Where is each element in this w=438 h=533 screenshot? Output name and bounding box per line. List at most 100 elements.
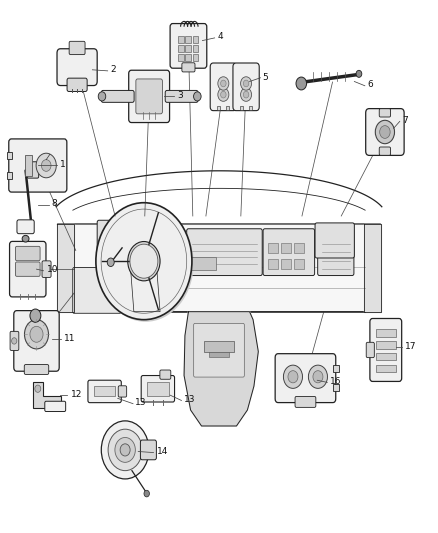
- Circle shape: [42, 160, 51, 171]
- Text: 13: 13: [135, 398, 147, 407]
- Circle shape: [194, 92, 201, 101]
- FancyBboxPatch shape: [118, 386, 127, 397]
- Text: 11: 11: [64, 334, 75, 343]
- Text: 7: 7: [403, 116, 408, 125]
- Bar: [193, 54, 198, 61]
- Circle shape: [25, 320, 49, 349]
- Bar: [333, 384, 339, 391]
- FancyBboxPatch shape: [136, 79, 162, 114]
- FancyBboxPatch shape: [69, 42, 85, 54]
- Circle shape: [221, 80, 226, 87]
- Polygon shape: [364, 224, 381, 312]
- FancyBboxPatch shape: [210, 63, 237, 111]
- Bar: [376, 365, 396, 372]
- Text: 3: 3: [177, 91, 183, 100]
- FancyBboxPatch shape: [97, 220, 140, 255]
- Circle shape: [244, 80, 249, 87]
- FancyBboxPatch shape: [379, 147, 391, 155]
- Text: 5: 5: [263, 72, 268, 82]
- Ellipse shape: [22, 236, 29, 242]
- FancyBboxPatch shape: [263, 229, 314, 276]
- FancyBboxPatch shape: [67, 78, 87, 92]
- Bar: [376, 353, 396, 360]
- Circle shape: [283, 365, 303, 389]
- FancyBboxPatch shape: [165, 91, 198, 102]
- FancyBboxPatch shape: [318, 229, 354, 276]
- FancyBboxPatch shape: [45, 401, 66, 411]
- FancyBboxPatch shape: [17, 220, 34, 233]
- FancyBboxPatch shape: [379, 109, 391, 117]
- Bar: [193, 36, 198, 43]
- Circle shape: [120, 228, 135, 247]
- Circle shape: [380, 126, 390, 139]
- FancyBboxPatch shape: [170, 23, 207, 68]
- Circle shape: [240, 77, 251, 90]
- Text: 2: 2: [111, 66, 117, 74]
- Circle shape: [144, 490, 149, 497]
- Bar: [178, 36, 184, 43]
- Bar: [132, 256, 145, 264]
- Bar: [178, 54, 184, 61]
- Text: 10: 10: [46, 265, 58, 274]
- FancyBboxPatch shape: [315, 223, 354, 258]
- FancyBboxPatch shape: [10, 241, 46, 297]
- Bar: [249, 106, 252, 110]
- FancyBboxPatch shape: [233, 63, 259, 111]
- Bar: [147, 382, 169, 396]
- FancyBboxPatch shape: [366, 109, 404, 156]
- FancyBboxPatch shape: [194, 324, 244, 377]
- Circle shape: [288, 370, 298, 383]
- Circle shape: [36, 153, 57, 178]
- FancyBboxPatch shape: [88, 380, 121, 402]
- Circle shape: [128, 241, 160, 281]
- FancyBboxPatch shape: [57, 49, 97, 85]
- Circle shape: [356, 70, 362, 77]
- Circle shape: [244, 91, 249, 98]
- Circle shape: [296, 77, 307, 90]
- FancyBboxPatch shape: [9, 139, 67, 192]
- Bar: [25, 155, 32, 176]
- Circle shape: [104, 228, 120, 247]
- Polygon shape: [184, 312, 258, 426]
- Bar: [294, 259, 304, 269]
- Polygon shape: [33, 382, 61, 408]
- FancyBboxPatch shape: [370, 319, 402, 382]
- FancyBboxPatch shape: [15, 262, 40, 276]
- Bar: [268, 259, 278, 269]
- Bar: [204, 341, 234, 352]
- Circle shape: [30, 326, 43, 342]
- Bar: [333, 365, 339, 372]
- Circle shape: [313, 370, 323, 383]
- Circle shape: [98, 205, 194, 322]
- Bar: [209, 352, 229, 357]
- Circle shape: [120, 444, 130, 456]
- Polygon shape: [57, 224, 74, 312]
- FancyBboxPatch shape: [160, 370, 171, 379]
- Bar: [185, 54, 191, 61]
- Circle shape: [218, 77, 229, 90]
- Bar: [281, 243, 290, 253]
- Circle shape: [375, 120, 395, 144]
- Text: 6: 6: [367, 80, 373, 89]
- FancyBboxPatch shape: [24, 365, 49, 374]
- Bar: [376, 341, 396, 349]
- Text: 8: 8: [52, 199, 57, 208]
- FancyBboxPatch shape: [141, 376, 175, 402]
- Text: 17: 17: [405, 342, 417, 351]
- Circle shape: [30, 309, 41, 322]
- Text: 1: 1: [60, 160, 66, 169]
- Text: 12: 12: [71, 390, 82, 399]
- Circle shape: [101, 421, 149, 479]
- Bar: [294, 243, 304, 253]
- FancyBboxPatch shape: [42, 261, 51, 278]
- Bar: [94, 386, 115, 397]
- Circle shape: [221, 91, 226, 98]
- Circle shape: [12, 338, 17, 344]
- FancyBboxPatch shape: [366, 342, 374, 358]
- Bar: [226, 106, 230, 110]
- FancyBboxPatch shape: [27, 162, 39, 178]
- Bar: [240, 106, 243, 110]
- Circle shape: [308, 365, 328, 389]
- FancyBboxPatch shape: [10, 332, 19, 351]
- Text: 14: 14: [156, 447, 168, 456]
